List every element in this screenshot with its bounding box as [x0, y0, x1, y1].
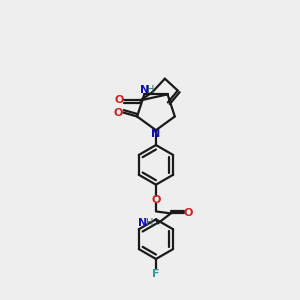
Text: O: O	[184, 208, 193, 218]
Text: H: H	[146, 218, 154, 228]
Text: O: O	[114, 107, 123, 118]
Text: H: H	[147, 85, 155, 94]
Text: F: F	[152, 269, 160, 279]
Text: O: O	[151, 194, 160, 205]
Text: N: N	[138, 218, 148, 228]
Text: N: N	[151, 129, 160, 139]
Text: N: N	[140, 85, 150, 94]
Text: O: O	[115, 95, 124, 106]
